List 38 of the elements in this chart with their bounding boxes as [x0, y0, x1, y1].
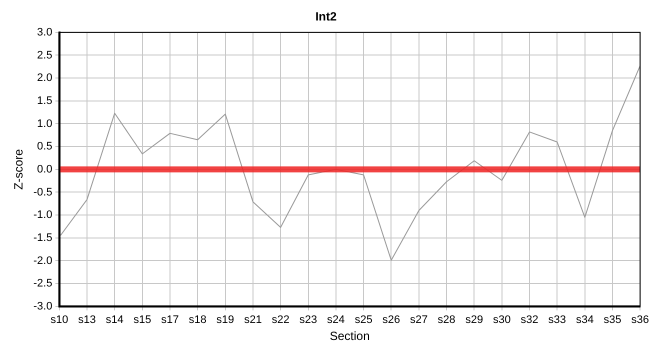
y-tick-label: -1.5: [33, 232, 52, 244]
x-tick-label: s17: [161, 314, 179, 326]
x-tick-label: s34: [576, 314, 594, 326]
x-tick-label: s22: [272, 314, 290, 326]
x-tick-label: s10: [50, 314, 68, 326]
x-tick-label: s32: [520, 314, 538, 326]
y-tick-label: 2.5: [37, 49, 52, 62]
y-tick-label: 0.0: [37, 163, 52, 176]
x-tick-label: s28: [438, 314, 456, 326]
x-tick-label: s14: [106, 314, 124, 326]
y-tick-label: -2.0: [33, 254, 52, 267]
y-tick-label: 0.5: [37, 140, 52, 153]
x-tick-label: s26: [382, 314, 400, 326]
x-tick-label: s18: [188, 314, 207, 326]
x-tick-label: s36: [631, 314, 650, 326]
x-tick-label: s27: [410, 314, 428, 326]
y-tick-label: -1.0: [33, 209, 52, 222]
x-tick-label: s23: [299, 314, 318, 326]
x-tick-label: s29: [465, 314, 484, 326]
x-tick-label: s13: [78, 314, 96, 326]
x-tick-label: s35: [604, 314, 622, 326]
y-tick-label: 1.5: [37, 94, 52, 107]
y-tick-label: 1.0: [37, 118, 52, 130]
x-tick-label: s30: [492, 314, 511, 326]
y-tick-label: 2.0: [37, 72, 52, 84]
x-tick-label: s19: [216, 314, 234, 326]
y-axis-title: Z-score: [12, 148, 26, 190]
y-tick-label: 3.0: [37, 26, 52, 38]
x-tick-label: s21: [244, 314, 262, 326]
x-axis-title: Section: [330, 329, 370, 344]
y-tick-label: -0.5: [33, 186, 52, 198]
y-tick-label: -3.0: [33, 300, 52, 312]
y-tick-label: -2.5: [33, 278, 52, 290]
x-tick-label: s15: [133, 314, 152, 326]
chart-title: Int2: [315, 10, 337, 24]
x-tick-label: s24: [327, 314, 345, 326]
x-tick-label: s33: [548, 314, 566, 326]
x-tick-label: s25: [354, 314, 372, 326]
